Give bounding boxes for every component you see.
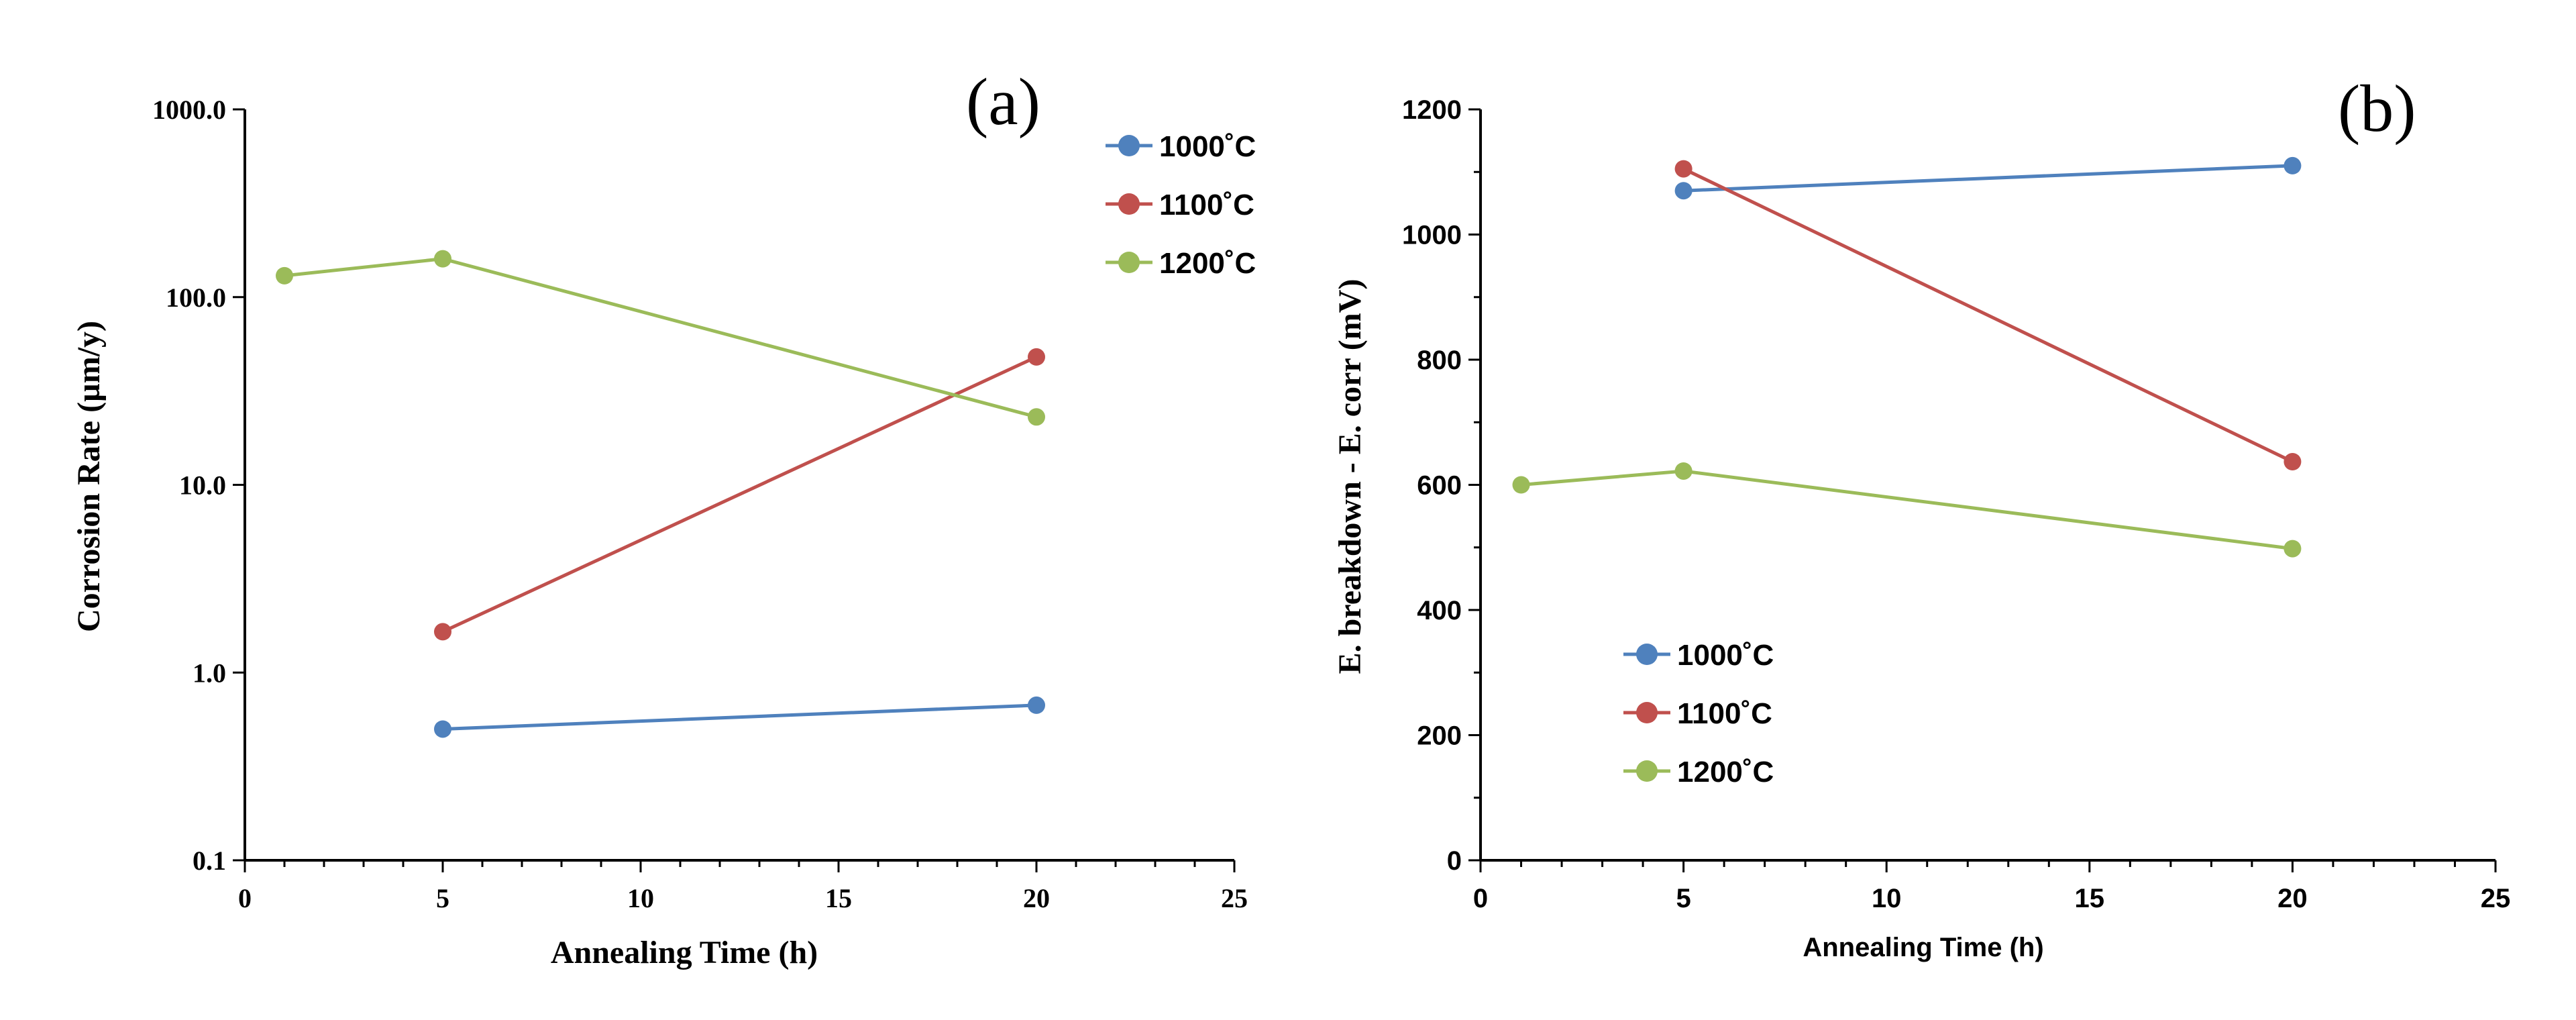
panel-a-legend-label-1100: 1100˚C [1159, 189, 1254, 221]
panel-b-legend-label-1100: 1100˚C [1677, 697, 1772, 730]
panel-b-series-line-1100 [1682, 167, 2294, 464]
panel-a-label: (a) [966, 64, 1040, 139]
panel-b-y-tick-label: 600 [1417, 471, 1462, 501]
panel-a-x-tick-label: 0 [238, 883, 252, 913]
panel-b-data-point-1200 [1674, 462, 1693, 480]
panel-a-data-point-1000 [1028, 696, 1045, 714]
panel-a-y-tick-label: 10.0 [179, 470, 226, 501]
panel-b-axes: 0 5 10 15 20 25 0 200 400 600 800 1000 1200 [1402, 95, 2510, 913]
panel-b-x-tick-label: 10 [1872, 884, 1902, 913]
panel-a-series-line-1200 [284, 257, 1037, 419]
panel-a-x-tick-label: 5 [436, 883, 449, 913]
panel-a-series-line-1000 [442, 703, 1037, 731]
panel-b-legend-marker-1000 [1636, 644, 1658, 665]
panel-a-x-tick-label: 15 [825, 883, 852, 913]
chart-panel-b: (b) 0 5 10 15 20 25 0 200 400 600 800 1000 1200 Anne… [1332, 71, 2510, 962]
panel-b-x-tick-label: 15 [2075, 884, 2105, 913]
panel-a-data-point-1100 [434, 623, 451, 641]
panel-a-legend: 1000˚C 1100˚C 1200˚C [1106, 130, 1256, 280]
panel-a-legend-marker-1000 [1118, 135, 1140, 156]
panel-b-y-tick-label: 400 [1417, 596, 1462, 625]
panel-b-y-tick-label: 200 [1417, 721, 1462, 751]
panel-a-series-line-1100 [441, 355, 1038, 633]
panel-a-legend-marker-1100 [1118, 193, 1140, 215]
panel-a-legend-marker-1200 [1118, 252, 1140, 273]
panel-b-series-line-1200 [1521, 469, 2293, 551]
panel-b-data-point-1100 [1674, 160, 1693, 178]
panel-b-y-tick-label: 0 [1447, 846, 1462, 876]
panel-a-data-point-1100 [1028, 348, 1045, 366]
panel-b-label: (b) [2338, 71, 2416, 146]
panel-b-y-tick-label: 1000 [1402, 221, 1462, 250]
panel-b-x-tick-label: 20 [2277, 884, 2308, 913]
panel-a-y-tick-label: 1.0 [193, 658, 226, 688]
panel-b-data-point-1100 [2284, 452, 2302, 470]
panel-a-y-tick-label: 100.0 [166, 283, 226, 313]
panel-b-y-axis-title: E. breakdown - E. corr (mV) [1332, 279, 1368, 674]
chart-panel-a: (a) 0 5 10 15 20 25 0.1 1.0 10.0 100.0 1000.0 Anne… [71, 64, 1256, 970]
panel-b-x-tick-label: 25 [2481, 884, 2511, 913]
panel-a-x-tick-label: 20 [1023, 883, 1050, 913]
panel-a-x-axis-title: Annealing Time (h) [551, 935, 818, 970]
panel-b-data-point-1000 [1674, 182, 1693, 200]
panel-a-x-tick-label: 10 [627, 883, 654, 913]
panel-b-legend-marker-1200 [1636, 760, 1658, 782]
panel-a-axes: 0 5 10 15 20 25 0.1 1.0 10.0 100.0 1000.0 [152, 95, 1248, 913]
panel-a-data-point-1200 [1028, 408, 1045, 426]
panel-a-data-point-1200 [276, 266, 293, 285]
panel-a-x-tick-label: 25 [1221, 883, 1248, 913]
panel-a-y-tick-label: 0.1 [193, 846, 226, 876]
panel-a-data-point-1000 [434, 720, 451, 738]
panel-b-x-tick-label: 5 [1676, 884, 1690, 913]
panel-a-data-point-1200 [434, 250, 451, 268]
panel-b-legend-marker-1100 [1636, 702, 1658, 723]
panel-b-series [1512, 156, 2302, 558]
panel-b-data-point-1200 [1512, 476, 1530, 494]
panel-a-legend-label-1200: 1200˚C [1159, 247, 1256, 280]
panel-a-y-axis-title: Corrosion Rate (µm/y) [71, 321, 107, 632]
panel-a-legend-label-1000: 1000˚C [1159, 130, 1256, 163]
panel-b-legend-label-1200: 1200˚C [1677, 756, 1774, 788]
panel-b-data-point-1000 [2284, 156, 2302, 174]
panel-b-series-line-1000 [1683, 164, 2293, 193]
panel-b-y-tick-label: 1200 [1402, 95, 1462, 125]
panel-b-legend-label-1000: 1000˚C [1677, 639, 1774, 672]
panel-b-y-tick-label: 800 [1417, 346, 1462, 375]
panel-b-legend: 1000˚C 1100˚C 1200˚C [1623, 639, 1774, 788]
panel-a-series [276, 250, 1045, 738]
panel-b-data-point-1200 [2284, 540, 2302, 558]
panel-a-y-tick-label: 1000.0 [152, 95, 226, 125]
panel-b-x-tick-label: 0 [1473, 884, 1488, 913]
panel-b-x-axis-title: Annealing Time (h) [1803, 933, 2043, 962]
